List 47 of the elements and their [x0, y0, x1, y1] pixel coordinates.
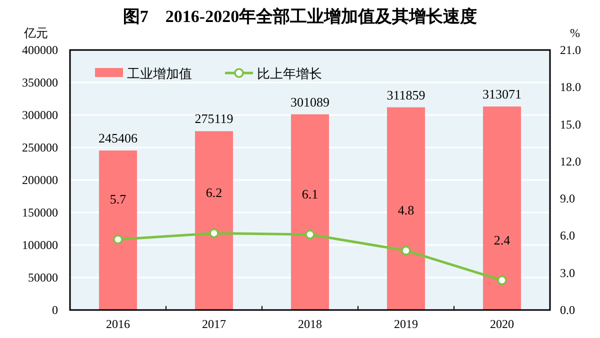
y-tick-label: 50000 — [28, 270, 58, 284]
y2-tick-label: 18.0 — [560, 80, 581, 94]
data-label: 2.4 — [494, 232, 511, 248]
y2-tick-label: 0.0 — [560, 303, 575, 317]
data-label: 5.7 — [110, 191, 127, 206]
data-label: 313071 — [482, 86, 522, 102]
data-label: 6.2 — [206, 185, 222, 200]
y2-tick-label: 6.0 — [560, 228, 575, 243]
y-axis-title: 亿元 — [23, 26, 48, 40]
x-tick-label: 2020 — [490, 317, 514, 331]
y-tick-label: 300000 — [22, 108, 58, 122]
point — [497, 275, 507, 286]
y-tick-label: 100000 — [22, 238, 58, 252]
y2-tick-label: 12.0 — [560, 154, 581, 168]
bar — [291, 114, 329, 310]
point — [209, 228, 219, 238]
y-tick-label: 250000 — [22, 140, 58, 154]
bar — [387, 107, 425, 310]
y-tick-label: 200000 — [22, 173, 58, 187]
x-tick-label: 2018 — [298, 317, 322, 331]
legend-label: 工业增加值 — [127, 66, 192, 81]
y2-tick-label: 21.0 — [560, 43, 581, 57]
y-tick-label: 150000 — [22, 206, 58, 220]
data-label: 311859 — [386, 87, 426, 102]
y-tick-label: 350000 — [22, 76, 58, 90]
legend-label: 比上年增长 — [257, 66, 322, 81]
y2-tick-label: 3.0 — [560, 266, 575, 280]
chart-title: 图7 2016-2020年全部工业增加值及其增长速度 — [122, 7, 478, 26]
data-label: 6.1 — [302, 186, 318, 202]
y-tick-label: 0 — [52, 303, 58, 317]
y2-tick-label: 9.0 — [560, 192, 575, 206]
point — [113, 234, 123, 244]
data-label: 301089 — [290, 94, 330, 110]
point — [401, 246, 411, 256]
point — [305, 230, 315, 240]
y2-axis-title: % — [570, 26, 580, 40]
bar — [99, 150, 137, 310]
data-label: 4.8 — [398, 202, 414, 218]
x-tick-label: 2016 — [106, 317, 130, 331]
x-tick-label: 2019 — [394, 317, 418, 331]
y2-tick-label: 15.0 — [560, 117, 581, 132]
bar — [195, 131, 233, 310]
x-tick-label: 2017 — [202, 317, 226, 331]
bar — [483, 106, 521, 310]
data-label: 245406 — [98, 130, 138, 146]
data-label: 275119 — [194, 111, 234, 126]
y-tick-label: 400000 — [22, 43, 58, 57]
